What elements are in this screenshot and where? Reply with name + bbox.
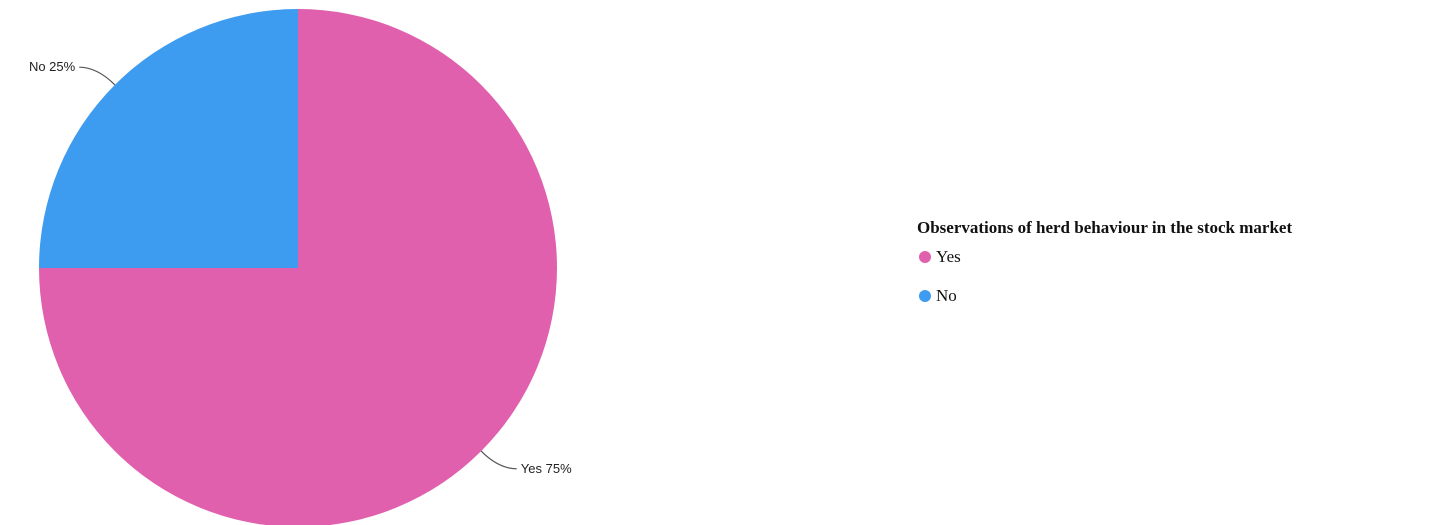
pie-labels: Yes 75% No 25% [29, 59, 572, 476]
legend-item-no[interactable]: No [919, 285, 1292, 307]
legend: Observations of herd behaviour in the st… [917, 218, 1292, 324]
legend-item-yes[interactable]: Yes [919, 246, 1292, 268]
leader-line-yes [480, 450, 517, 470]
legend-title: Observations of herd behaviour in the st… [917, 218, 1293, 237]
slice-label-yes: Yes 75% [521, 461, 572, 476]
pie-slice-no[interactable] [39, 9, 298, 268]
legend-swatch-no [919, 290, 931, 302]
leader-line-no [79, 66, 116, 86]
pie-slices [39, 9, 557, 525]
legend-label-no: No [936, 286, 957, 305]
legend-swatch-yes [919, 251, 931, 263]
slice-label-no: No 25% [29, 59, 76, 74]
pie-slice-yes[interactable] [39, 9, 557, 525]
legend-label-yes: Yes [936, 247, 961, 266]
